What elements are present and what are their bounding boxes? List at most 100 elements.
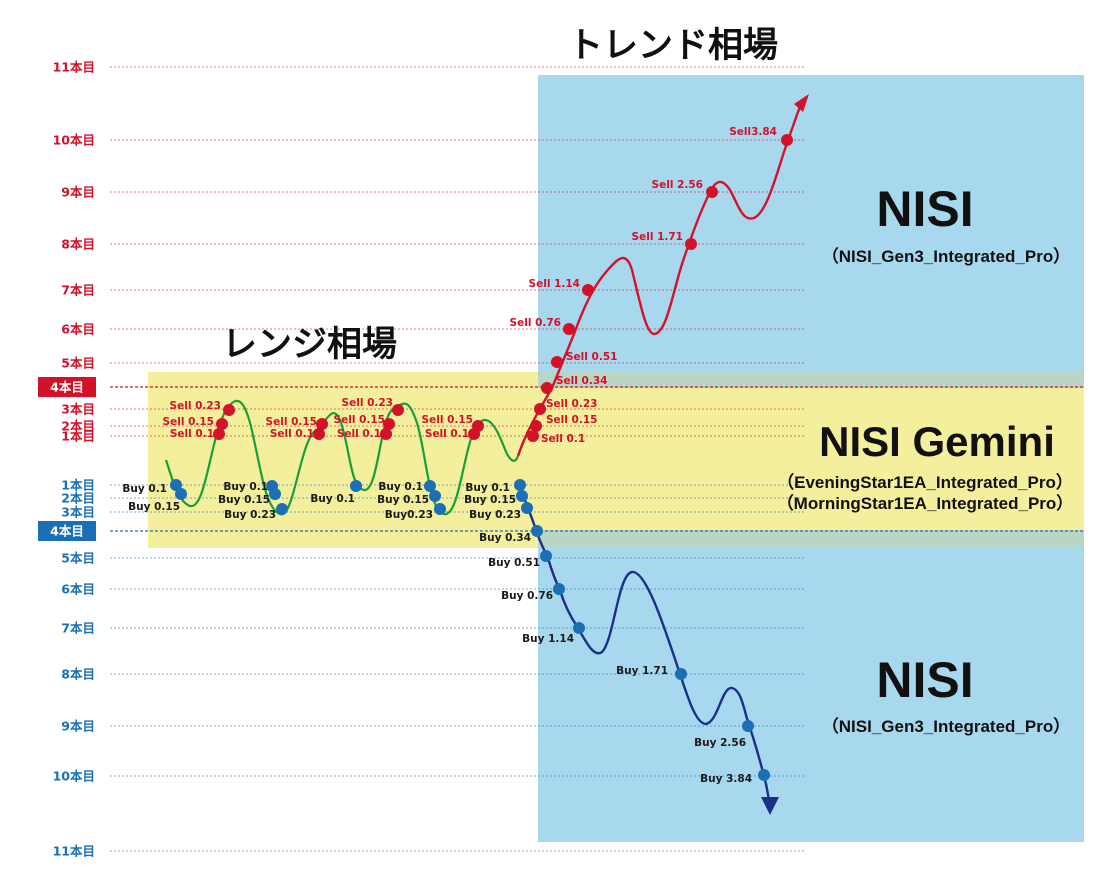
buy-level-label: 10本目 (53, 769, 95, 784)
buy-level-label: 7本目 (61, 621, 95, 636)
overlap-band-bottom (538, 530, 1084, 548)
range-sell-dot (472, 420, 484, 432)
range-sell-dot (380, 428, 392, 440)
range-sell-label: Sell 0.15 (334, 414, 385, 426)
sell-entry-dot (706, 186, 718, 198)
sell-entry-label: Sell 0.15 (546, 414, 597, 426)
sell-entry-label: Sell 0.51 (566, 351, 617, 363)
range-sell-dot (213, 428, 225, 440)
buy-entry-dot (514, 479, 526, 491)
range-sell-label: Sell 0.23 (342, 397, 393, 409)
range-sell-label: Sell 0.1 (270, 428, 314, 440)
sell-entry-dot (534, 403, 546, 415)
sell-entry-label: Sell 1.71 (632, 231, 683, 243)
range-buy-label: Buy 0.1 (223, 481, 268, 493)
buy-level-label: 8本目 (61, 667, 95, 682)
sell-entry-label: Sell 1.14 (529, 278, 580, 290)
sell-trend-line (516, 99, 805, 457)
range-buy-label: Buy0.23 (385, 509, 433, 521)
sell-entry-label: Sell3.84 (729, 126, 777, 138)
range-sell-dot (383, 418, 395, 430)
buy-entry-label: Buy 0.76 (501, 590, 553, 602)
range-buy-dot (276, 503, 288, 515)
range-buy-label: Buy 0.1 (378, 481, 423, 493)
gemini-sub-morning: （MorningStar1EA_Integrated_Pro） (777, 493, 1074, 513)
sell-entry-dot (685, 238, 697, 250)
sell-level-label: 5本目 (61, 356, 95, 371)
sell-level-label: 7本目 (61, 283, 95, 298)
range-sell-label: Sell 0.1 (337, 428, 381, 440)
range-sell-dot (223, 404, 235, 416)
range-sell-dot (316, 418, 328, 430)
sell-entry-dot (530, 420, 542, 432)
buy-level-label: 3本目 (61, 505, 95, 520)
sell-level-label: 1本目 (61, 429, 95, 444)
buy-entry-dot (573, 622, 585, 634)
range-sell-label: Sell 0.15 (163, 416, 214, 428)
buy-entry-label: Buy 0.34 (479, 532, 531, 544)
range-sell-dot (392, 404, 404, 416)
range-sell-dot (313, 428, 325, 440)
buy-entry-label: Buy 3.84 (700, 773, 752, 785)
sell-level-label: 4本目 (50, 380, 84, 395)
range-buy-label: Buy 0.15 (128, 501, 180, 513)
sell-entry-dot (527, 430, 539, 442)
sell-entry-label: Sell 2.56 (652, 179, 703, 191)
buy-level-label: 4本目 (50, 524, 84, 539)
range-sell-dot (216, 418, 228, 430)
entry-dots (170, 134, 793, 781)
nisi-top-sub: （NISI_Gen3_Integrated_Pro） (822, 246, 1070, 266)
sell-entry-dot (551, 356, 563, 368)
sell-entry-dot (563, 323, 575, 335)
range-sell-label: Sell 0.23 (170, 400, 221, 412)
buy-entry-label: Buy 0.23 (469, 509, 521, 521)
sell-entry-dot (541, 382, 553, 394)
range-buy-dot (429, 490, 441, 502)
sell-level-label: 11本目 (53, 60, 95, 75)
buy-entry-dot (531, 525, 543, 537)
nisi-bottom-sub: （NISI_Gen3_Integrated_Pro） (822, 716, 1070, 736)
sell-entry-dot (582, 284, 594, 296)
sell-level-label: 3本目 (61, 402, 95, 417)
sell-trend-arrowhead (794, 94, 809, 112)
sell-level-label: 2本目 (61, 419, 95, 434)
buy-entry-label: Buy 1.71 (616, 665, 668, 677)
buy-level-label: 2本目 (61, 491, 95, 506)
range-buy-label: Buy 0.15 (218, 494, 270, 506)
buy-entry-label: Buy 0.51 (488, 557, 540, 569)
range-buy-label: Buy 0.15 (377, 494, 429, 506)
range-sell-label: Sell 0.15 (422, 414, 473, 426)
buy-trend-arrowhead (761, 797, 779, 815)
buy-level-label: 9本目 (61, 719, 95, 734)
buy-level-label: 6本目 (61, 582, 95, 597)
range-title: レンジ相場 (222, 325, 397, 365)
range-zone (148, 372, 1084, 548)
sell-level-label: 6本目 (61, 322, 95, 337)
buy-entry-dot (553, 583, 565, 595)
sell-level-label: 8本目 (61, 237, 95, 252)
range-buy-dot (350, 480, 362, 492)
sell-level-label: 10本目 (53, 133, 95, 148)
range-buy-dot (424, 480, 436, 492)
range-buy-dot (434, 503, 446, 515)
range-buy-dot (175, 488, 187, 500)
buy-entry-dot (675, 668, 687, 680)
gemini-sub-evening: （EveningStar1EA_Integrated_Pro） (777, 472, 1073, 492)
range-sell-label: Sell 0.1 (170, 428, 214, 440)
range-buy-label: Buy 0.1 (310, 493, 355, 505)
sell-level-4-badge (38, 377, 96, 397)
buy-level-4-badge (38, 521, 96, 541)
range-sell-label: Sell 0.15 (266, 416, 317, 428)
sell-entry-dot (781, 134, 793, 146)
buy-level-label: 1本目 (61, 478, 95, 493)
buy-entry-label: Buy 2.56 (694, 737, 746, 749)
buy-entry-dot (516, 490, 528, 502)
buy-entry-dot (742, 720, 754, 732)
range-buy-dot (269, 488, 281, 500)
buy-entry-label: Buy 0.15 (464, 494, 516, 506)
sell-level-label: 9本目 (61, 185, 95, 200)
buy-level-label: 11本目 (53, 844, 95, 859)
gemini-name: NISI Gemini (819, 418, 1055, 465)
